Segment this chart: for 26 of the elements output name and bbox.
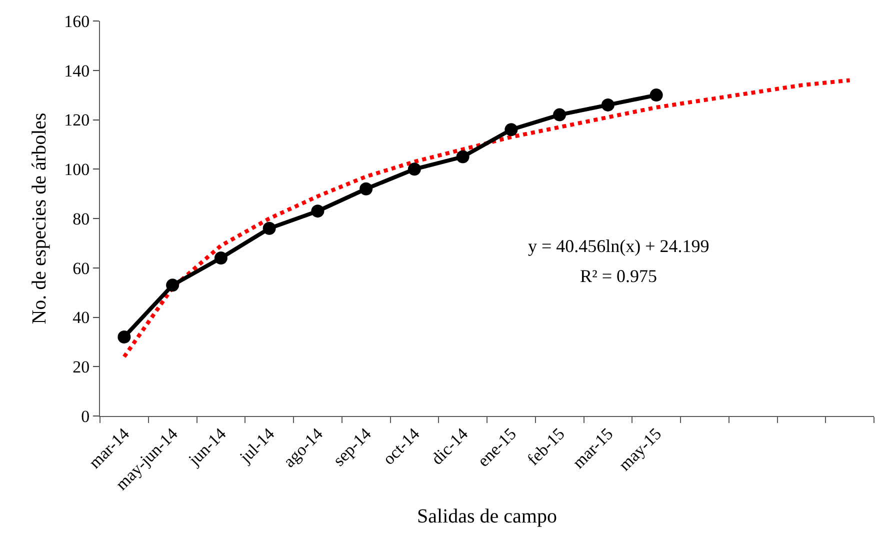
point [214,252,228,264]
point [553,108,566,122]
y-tick-label: 0 [81,406,90,426]
annotation: R² = 0.975 [580,266,658,286]
y-tick-label: 80 [72,209,90,228]
point [262,222,276,235]
annotation: y = 40.456ln(x) + 24.199 [528,236,710,256]
y-tick-label: 140 [64,61,90,80]
y-tick-label: 160 [64,12,90,31]
point [311,204,324,218]
point [650,88,663,102]
point [118,330,131,344]
point [360,182,373,196]
point [456,150,470,164]
point [408,162,421,176]
y-axis-title: No. de especies de árboles [28,112,51,324]
line-series [122,78,852,359]
y-tick-label: 60 [72,258,90,278]
y-tick-label: 100 [64,160,90,180]
x-axis-title: Salidas de campo [417,505,557,528]
point [166,278,180,292]
point [504,123,518,136]
y-tick-label: 120 [64,110,90,130]
y-tick-label: 20 [72,358,90,377]
point [601,98,614,112]
y-tick-label: 40 [72,308,90,328]
